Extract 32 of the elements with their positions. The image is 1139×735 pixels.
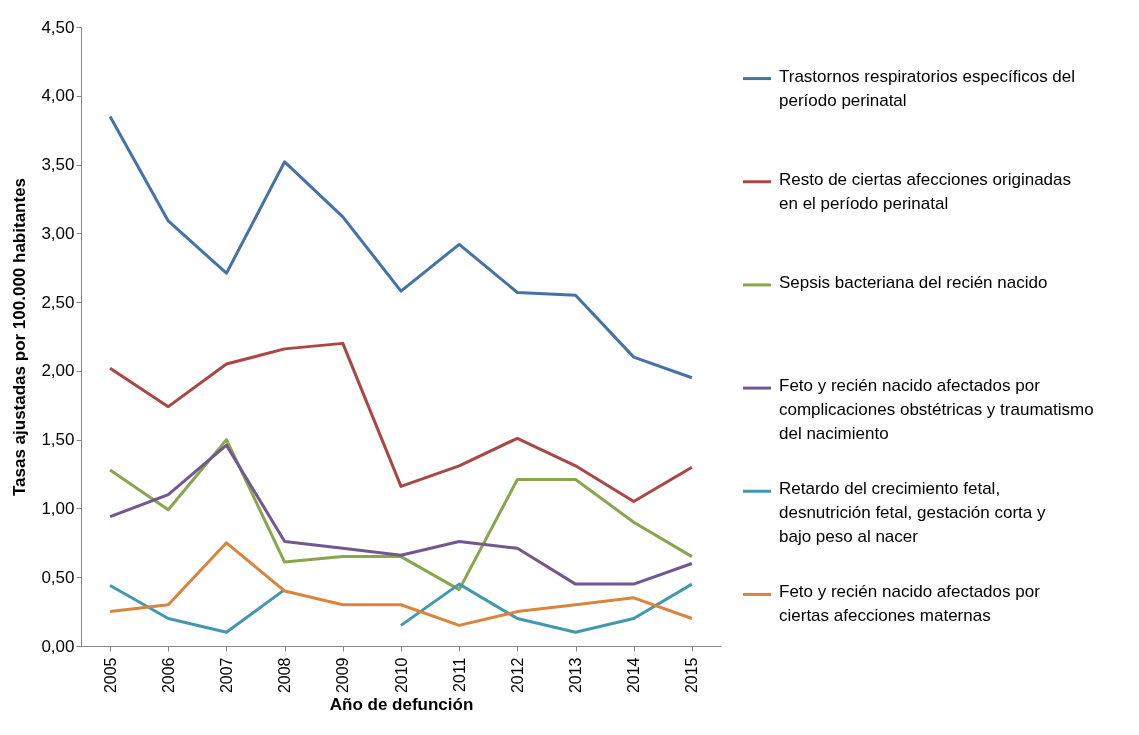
x-tick-label: 2011 (450, 657, 468, 692)
y-tick-label: 0,50 (41, 567, 75, 587)
legend-label: Resto de ciertas afecciones originadas en el período perinatal (779, 169, 1071, 213)
y-tick-label: 3,50 (41, 155, 75, 175)
legend-label: Trastornos respiratorios específicos del período perinatal (779, 66, 1076, 110)
y-tick-label: 1,00 (41, 498, 75, 518)
legend-label: Feto y recién nacido afectados por complicaciones obstétricas y traumatismo del nacimiento (779, 376, 1094, 444)
x-tick-label: 2007 (217, 657, 235, 694)
x-tick-label: 2015 (683, 657, 701, 694)
y-tick-label: 3,00 (41, 223, 75, 243)
legend-label: Retardo del crecimiento fetal, desnutrición fetal, gestación corta y bajo peso al nacer (779, 479, 1046, 547)
y-axis-title: Tasas ajustadas por 100.000 habitantes (10, 177, 30, 497)
x-tick-label: 2012 (508, 657, 526, 694)
legend-label: Feto y recién nacido afectados por ciertas afecciones maternas (779, 582, 1041, 626)
y-tick-label: 4,50 (41, 17, 75, 37)
x-tick-label: 2009 (334, 657, 352, 694)
legend-label: Sepsis bacteriana del recién nacido (779, 272, 1048, 292)
line-series (108, 541, 694, 627)
x-tick-label: 2010 (392, 657, 410, 694)
x-tick-label: 2008 (276, 657, 294, 694)
line-series (108, 341, 694, 504)
x-tick-label: 2006 (159, 657, 177, 694)
y-tick-label: 2,00 (41, 361, 75, 381)
y-tick-label: 0,00 (41, 636, 75, 656)
x-axis-title: Año de defunción (329, 695, 474, 715)
x-tick-label: 2005 (101, 657, 119, 694)
y-tick-label: 4,00 (41, 86, 75, 106)
y-tick-label: 2,50 (41, 292, 75, 312)
y-tick-label: 1,50 (41, 430, 75, 450)
x-tick-label: 2013 (567, 657, 585, 694)
x-tick-label: 2014 (625, 657, 643, 694)
line-series (108, 114, 694, 380)
